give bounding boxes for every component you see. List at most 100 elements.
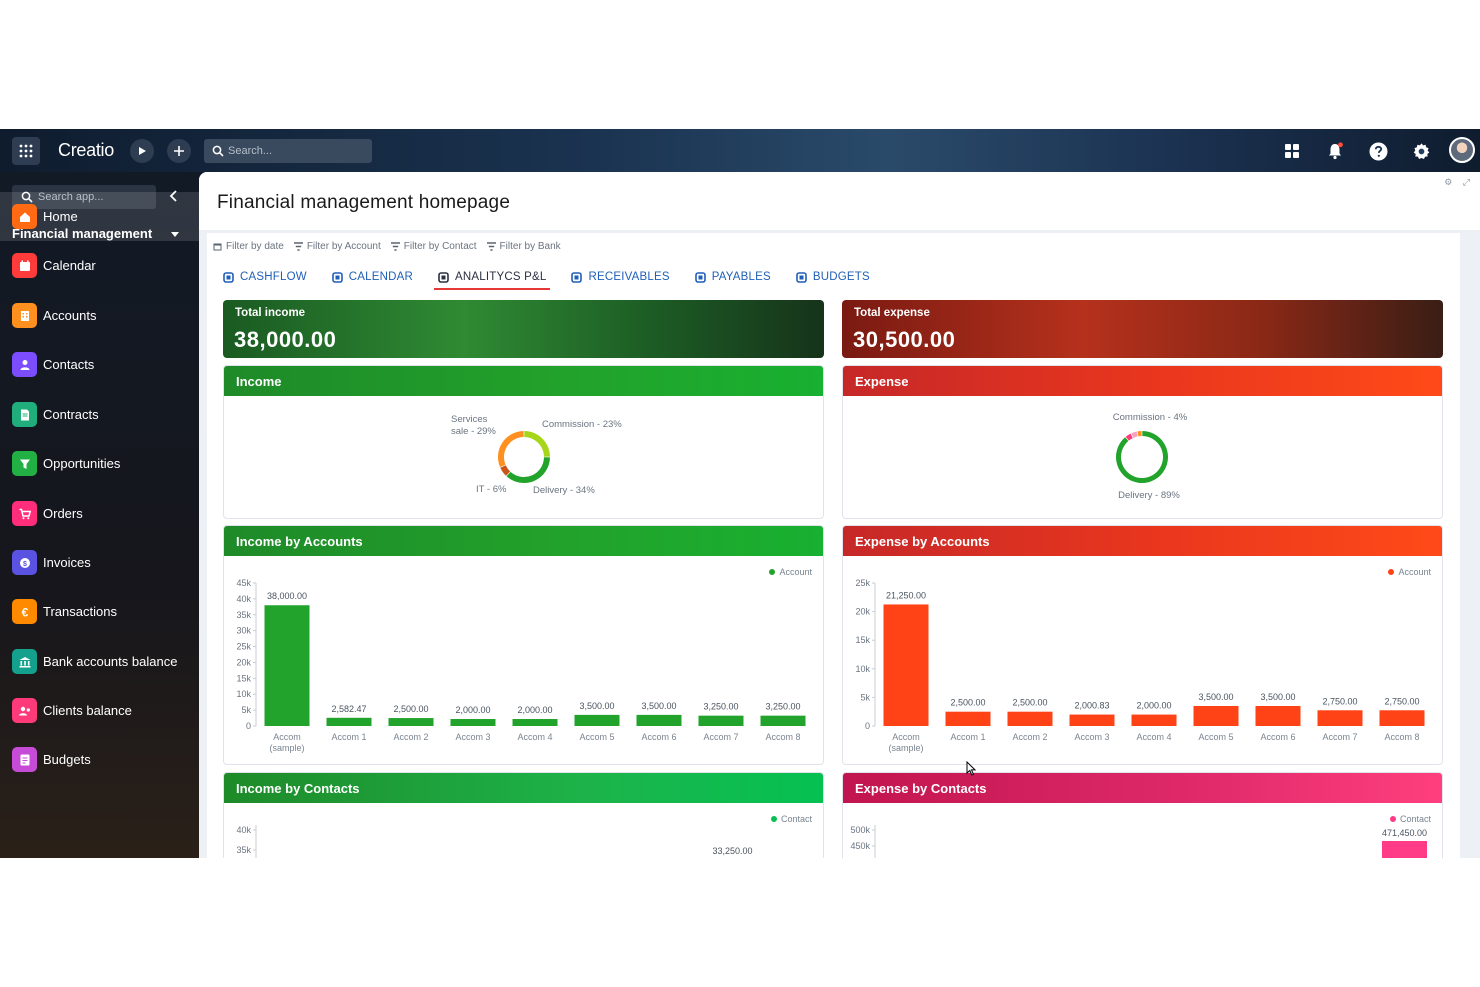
donut-slice-label: Delivery - 89%	[1118, 490, 1180, 501]
sidebar-item-orders[interactable]: Orders	[0, 489, 199, 538]
bar[interactable]	[326, 717, 372, 726]
bar[interactable]	[883, 604, 929, 726]
bar[interactable]	[1317, 710, 1363, 726]
y-tick-label: 450k	[850, 841, 870, 851]
tab-payables[interactable]: PAYABLES	[694, 266, 771, 288]
income-accounts-legend[interactable]: Account	[769, 567, 812, 577]
dashboard-content: Filter by date Filter by Account Filter by…	[207, 233, 1460, 858]
filter-filter-by-bank[interactable]: Filter by Bank	[486, 238, 561, 254]
sidebar-item-label: Orders	[43, 506, 83, 521]
donut-slice[interactable]	[1125, 433, 1133, 441]
filter-filter-by-contact[interactable]: Filter by Contact	[390, 238, 477, 254]
expense-contacts-legend[interactable]: Contact	[1389, 814, 1431, 824]
expense-accounts-legend[interactable]: Account	[1388, 567, 1431, 577]
caret-down-icon[interactable]	[171, 232, 179, 237]
bar[interactable]	[512, 719, 558, 726]
tab-label: CALENDAR	[348, 271, 414, 283]
workplace-selector[interactable]: Financial management	[12, 226, 153, 241]
donut-slice[interactable]	[1131, 431, 1138, 438]
x-category-label: (sample)	[269, 743, 304, 753]
user-avatar[interactable]	[1449, 137, 1475, 163]
plus-icon	[174, 146, 184, 156]
x-category-label: Accom 1	[950, 732, 985, 742]
settings-button[interactable]	[1411, 141, 1431, 161]
sidebar-item-accounts[interactable]: Accounts	[0, 291, 199, 340]
tab-calendar[interactable]: CALENDAR	[331, 266, 414, 288]
donut-slice[interactable]	[500, 465, 511, 476]
collapse-sidebar-button[interactable]	[166, 188, 182, 204]
bar[interactable]	[1255, 705, 1301, 726]
add-button[interactable]	[167, 139, 191, 163]
tab-analitycs-p-l[interactable]: ANALITYCS P&L	[433, 266, 551, 290]
bar[interactable]	[388, 718, 434, 726]
bar[interactable]	[945, 711, 991, 726]
donut-slice[interactable]	[524, 431, 550, 457]
y-tick-label: 30k	[236, 626, 251, 636]
sidebar-item-label: Home	[43, 209, 78, 224]
run-process-button[interactable]	[130, 139, 154, 163]
search-icon	[212, 145, 224, 157]
help-button[interactable]	[1368, 141, 1388, 161]
sidebar-item-icon-box	[12, 402, 37, 427]
donut-slice[interactable]	[498, 431, 524, 467]
bar[interactable]	[574, 714, 620, 726]
expand-icon[interactable]: ⤢	[1462, 177, 1470, 187]
sidebar: Search app... Financial management Home C…	[0, 172, 199, 858]
y-tick-label: 0	[246, 721, 251, 731]
sidebar-item-invoices[interactable]: $ Invoices	[0, 538, 199, 587]
income-card-title: Income	[224, 366, 823, 396]
tab-budgets[interactable]: BUDGETS	[796, 266, 870, 288]
notifications-button[interactable]	[1325, 141, 1345, 161]
bar[interactable]	[636, 714, 682, 726]
bar[interactable]	[1193, 705, 1239, 726]
dashboard-switcher-button[interactable]	[1282, 141, 1302, 161]
total-expense-value: 30,500.00	[853, 327, 956, 352]
expense-by-contacts-chart: 400k 450k 500k 471,450.00	[850, 825, 1427, 858]
bar[interactable]	[1007, 711, 1053, 726]
bar[interactable]	[264, 605, 310, 726]
bar[interactable]	[698, 715, 744, 726]
page-title: Financial management homepage	[217, 192, 511, 213]
bar[interactable]	[760, 715, 806, 726]
app-grid-button[interactable]	[12, 137, 40, 165]
bar[interactable]	[1379, 710, 1425, 726]
svg-text:$: $	[23, 561, 27, 568]
tab-receivables[interactable]: RECEIVABLES	[571, 266, 670, 288]
euro-icon: €	[21, 605, 28, 619]
total-income-label: Total income	[235, 307, 306, 319]
donut-slice-label: Delivery - 34%	[533, 485, 595, 496]
creatio-logo[interactable]: Creatio	[58, 140, 114, 160]
x-category-label: Accom 8	[765, 732, 800, 742]
filter-icon	[486, 241, 496, 251]
filter-filter-by-account[interactable]: Filter by Account	[293, 238, 381, 254]
sidebar-item-home[interactable]: Home	[0, 192, 199, 241]
donut-slice[interactable]	[506, 457, 550, 483]
donut-slice[interactable]	[1116, 431, 1168, 483]
filter-filter-by-date[interactable]: Filter by date	[213, 238, 284, 254]
sidebar-item-contracts[interactable]: Contracts	[0, 390, 199, 439]
x-category-label: Accom 8	[1384, 732, 1419, 742]
sidebar-item-transactions[interactable]: € Transactions	[0, 587, 199, 636]
sidebar-item-bank-accounts-balance[interactable]: Bank accounts balance	[0, 637, 199, 686]
bar[interactable]	[1382, 841, 1427, 858]
legend-label: Contact	[780, 814, 812, 824]
settings-small-icon[interactable]: ⚙	[1444, 177, 1453, 187]
sidebar-item-calendar[interactable]: Calendar	[0, 241, 199, 290]
filter-label: Filter by Account	[306, 240, 381, 252]
sidebar-item-contacts[interactable]: Contacts	[0, 340, 199, 389]
calendar-icon	[331, 271, 343, 283]
bar[interactable]	[450, 719, 496, 726]
donut-slice[interactable]	[1137, 431, 1142, 437]
income-by-contacts-title: Income by Contacts	[224, 773, 823, 803]
y-tick-label: 5k	[860, 692, 870, 702]
sidebar-item-opportunities[interactable]: Opportunities	[0, 439, 199, 488]
bar[interactable]	[1131, 714, 1177, 726]
global-search-input[interactable]: Search...	[204, 139, 372, 163]
income-contacts-legend[interactable]: Contact	[770, 814, 812, 824]
tab-cashflow[interactable]: CASHFLOW	[223, 266, 307, 288]
filter-icon	[293, 241, 303, 251]
bar[interactable]	[1069, 714, 1115, 726]
sidebar-item-budgets[interactable]: Budgets	[0, 735, 199, 784]
chevron-left-icon	[169, 190, 177, 202]
sidebar-item-clients-balance[interactable]: Clients balance	[0, 686, 199, 735]
